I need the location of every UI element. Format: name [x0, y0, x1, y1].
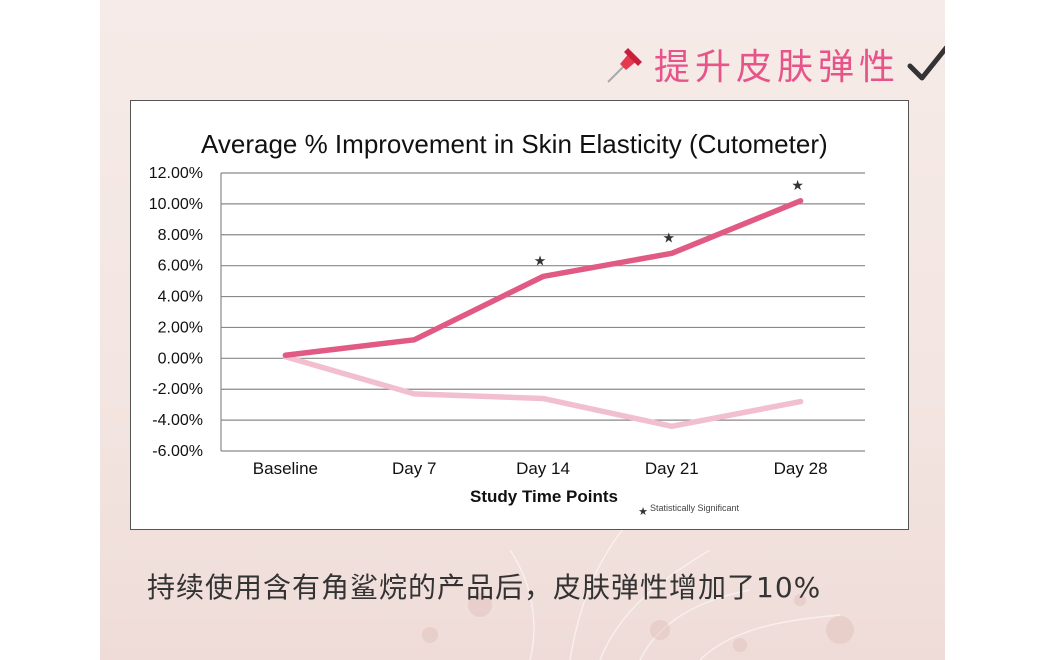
y-tick-label: -2.00% — [152, 381, 203, 398]
x-axis-title: Study Time Points — [470, 487, 618, 506]
elasticity-line-chart: Average % Improvement in Skin Elasticity… — [149, 129, 865, 518]
y-tick-label: -4.00% — [152, 412, 203, 429]
x-tick-label: Day 21 — [645, 459, 699, 478]
series-line — [282, 198, 804, 358]
y-tick-label: 2.00% — [158, 319, 203, 336]
pushpin-icon — [607, 48, 642, 83]
y-tick-label: 8.00% — [158, 227, 203, 244]
headline: 提升皮肤弹性 — [604, 38, 945, 90]
caption-text: 持续使用含有角鲨烷的产品后，皮肤弹性增加了10% — [147, 571, 822, 604]
floral-background-decoration — [422, 509, 854, 660]
chart-title: Average % Improvement in Skin Elasticity… — [201, 129, 828, 159]
series-line — [282, 354, 804, 430]
significance-note: Statistically Significant — [650, 503, 740, 513]
chart-frame: Average % Improvement in Skin Elasticity… — [130, 100, 909, 530]
checkmark-icon — [907, 45, 945, 81]
y-tick-label: 4.00% — [158, 289, 203, 306]
significance-marker: ★ — [791, 178, 804, 194]
x-tick-label: Day 7 — [392, 459, 436, 478]
x-tick-label: Day 14 — [516, 459, 570, 478]
y-tick-label: 12.00% — [149, 165, 203, 182]
significance-marker: ★ — [534, 253, 547, 269]
x-tick-label: Baseline — [253, 459, 318, 478]
significance-star: ★ — [638, 505, 648, 518]
y-tick-label: 10.00% — [149, 196, 203, 213]
significance-marker: ★ — [663, 230, 676, 246]
x-tick-label: Day 28 — [774, 459, 828, 478]
y-tick-label: 0.00% — [158, 350, 203, 367]
y-tick-label: -6.00% — [152, 443, 203, 460]
headline-text: 提升皮肤弹性 — [654, 47, 901, 88]
y-tick-label: 6.00% — [158, 258, 203, 275]
